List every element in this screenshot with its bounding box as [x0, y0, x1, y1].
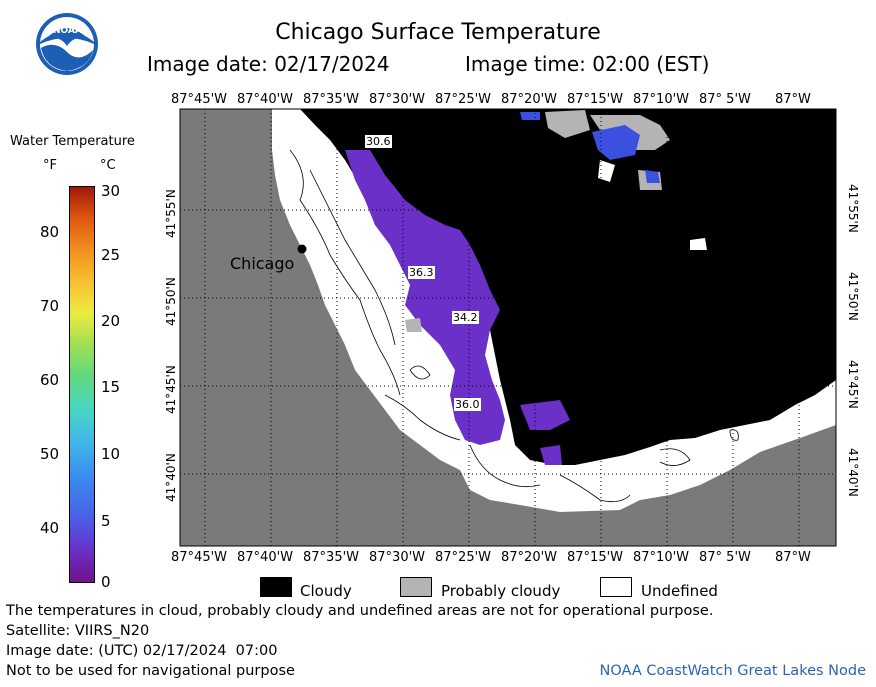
grid-lines: [180, 109, 836, 546]
lon-label-top: 87°15'W: [567, 92, 624, 107]
lon-label-bottom: 87°25'W: [435, 550, 492, 565]
celsius-tick: 0: [101, 573, 111, 591]
celsius-tick: 20: [101, 312, 121, 330]
celsius-tick: 30: [101, 182, 121, 200]
legend-title: Water Temperature: [10, 134, 135, 149]
color-bar: [69, 186, 95, 583]
lon-label-top: 87°25'W: [435, 92, 492, 107]
credit: NOAA CoastWatch Great Lakes Node: [599, 663, 866, 679]
lon-label-bottom: 87°W: [775, 550, 811, 565]
fahrenheit-tick: 50: [40, 445, 60, 463]
lat-label-right: 41°55'N: [846, 184, 860, 233]
lon-label-bottom: 87°10'W: [633, 550, 690, 565]
key-undefined-swatch: [600, 577, 632, 597]
temp-label: 36.3: [408, 266, 435, 279]
lat-label-right: 41°45'N: [846, 360, 860, 409]
temp-label: 30.6: [365, 135, 392, 148]
lon-label-top: 87°W: [775, 92, 811, 107]
lon-label-bottom: 87°30'W: [369, 550, 426, 565]
key-cloudy-label: Cloudy: [300, 582, 352, 600]
fahrenheit-tick: 40: [40, 519, 60, 537]
temp-label: 34.2: [452, 311, 479, 324]
satellite: Satellite: VIIRS_N20: [6, 623, 150, 639]
lon-label-top: 87°10'W: [633, 92, 690, 107]
celsius-tick: 5: [101, 512, 111, 530]
lon-label-top: 87°30'W: [369, 92, 426, 107]
lat-label-left: 41°50'N: [164, 277, 178, 326]
lon-label-top: 87°45'W: [171, 92, 228, 107]
fahrenheit-tick: 70: [40, 297, 60, 315]
lon-label-bottom: 87°20'W: [501, 550, 558, 565]
lon-label-top: 87°35'W: [303, 92, 360, 107]
lat-label-left: 41°45'N: [164, 365, 178, 414]
key-cloudy-swatch: [260, 577, 292, 597]
lon-label-top: 87° 5'W: [699, 92, 751, 107]
image-time: Image time: 02:00 (EST): [465, 52, 710, 76]
key-undefined-label: Undefined: [641, 582, 718, 600]
key-probably-cloudy-swatch: [400, 577, 432, 597]
fahrenheit-tick: 60: [40, 371, 60, 389]
lon-label-bottom: 87°15'W: [567, 550, 624, 565]
unit-fahrenheit: °F: [43, 158, 57, 173]
lon-label-top: 87°20'W: [501, 92, 558, 107]
cloud-area: [300, 109, 836, 465]
city-label: Chicago: [230, 254, 295, 273]
noaa-logo-text: NOAA: [53, 26, 82, 36]
lon-label-bottom: 87° 5'W: [699, 550, 751, 565]
utc-date: Image date: (UTC) 02/17/2024 07:00: [6, 643, 278, 659]
lat-label-left: 41°40'N: [164, 453, 178, 502]
lon-label-bottom: 87°40'W: [237, 550, 294, 565]
lat-label-right: 41°50'N: [846, 272, 860, 321]
nav-warning: Not to be used for navigational purpose: [6, 663, 295, 679]
lon-label-top: 87°40'W: [237, 92, 294, 107]
temp-label: 36.0: [454, 398, 481, 411]
page-title: Chicago Surface Temperature: [275, 20, 601, 45]
celsius-tick: 15: [101, 378, 121, 396]
lon-label-bottom: 87°45'W: [171, 550, 228, 565]
chicago-marker: [297, 244, 307, 254]
probably-cloudy-area: [545, 110, 590, 138]
key-probably-cloudy-label: Probably cloudy: [441, 582, 561, 600]
lat-label-right: 41°40'N: [846, 448, 860, 497]
fahrenheit-tick: 80: [40, 223, 60, 241]
water-blue: [592, 125, 640, 160]
image-date: Image date: 02/17/2024: [147, 52, 390, 76]
disclaimer: The temperatures in cloud, probably clou…: [6, 603, 714, 619]
lat-label-left: 41°55'N: [164, 189, 178, 238]
lon-label-bottom: 87°35'W: [303, 550, 360, 565]
noaa-logo: NOAA: [35, 12, 99, 76]
celsius-tick: 25: [101, 246, 121, 264]
unit-celsius: °C: [100, 158, 116, 173]
celsius-tick: 10: [101, 445, 121, 463]
